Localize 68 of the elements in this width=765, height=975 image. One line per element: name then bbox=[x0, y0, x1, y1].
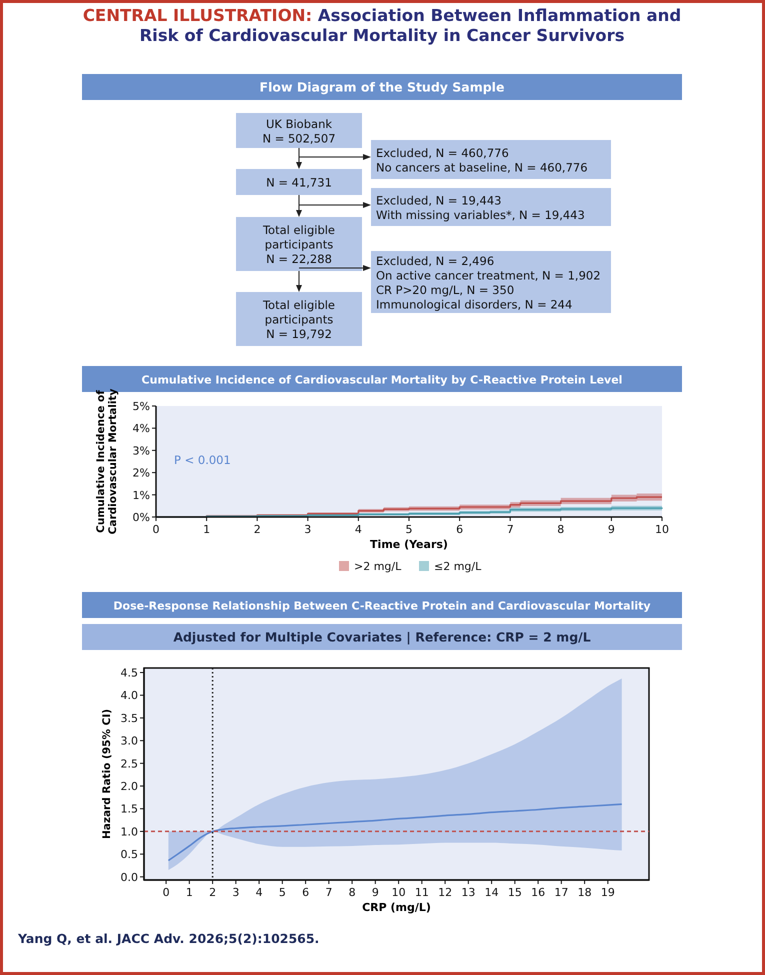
x-tick-label: 1 bbox=[186, 886, 193, 899]
x-tick-label: 2 bbox=[209, 886, 216, 899]
text: N = 41,731 bbox=[266, 176, 332, 190]
x-axis-title: CRP (mg/L) bbox=[362, 901, 431, 914]
text: Total eligible participants N = 22,288 bbox=[262, 223, 336, 266]
legend-label: >2 mg/L bbox=[354, 560, 402, 573]
x-tick-label: 7 bbox=[325, 886, 332, 899]
x-tick-label: 12 bbox=[438, 886, 452, 899]
x-tick-label: 6 bbox=[456, 523, 464, 536]
text: CENTRAL ILLUSTRATION: Association Between Inflammation and Risk of Cardiovascular Mortality in Cancer Survivors bbox=[82, 6, 682, 45]
y-tick-label: 3% bbox=[132, 444, 150, 458]
y-tick-label: 4.0 bbox=[120, 689, 138, 702]
x-tick-label: 4 bbox=[256, 886, 263, 899]
chart-title: Cumulative Incidence of Cardiovascular Mortality by C-Reactive Protein Level bbox=[142, 374, 622, 386]
x-tick-label: 6 bbox=[302, 886, 310, 899]
y-tick-label: 2% bbox=[132, 466, 150, 480]
x-tick-label: 0 bbox=[162, 886, 170, 899]
y-tick-label: 1.5 bbox=[120, 802, 138, 816]
y-tick-label: 3.0 bbox=[120, 734, 138, 748]
y-tick-label: 1% bbox=[132, 488, 150, 502]
text: Flow Diagram of the Study Sample bbox=[260, 80, 504, 94]
x-tick-label: 14 bbox=[484, 886, 499, 899]
y-tick-label: 2.5 bbox=[120, 757, 138, 770]
y-tick-label: 0% bbox=[132, 511, 150, 524]
x-tick-label: 4 bbox=[354, 523, 362, 536]
chart-title: Dose-Response Relationship Between C-Reactive Protein and Cardiovascular Mortality bbox=[113, 600, 651, 612]
x-tick-label: 15 bbox=[508, 886, 522, 899]
x-tick-label: 5 bbox=[278, 886, 286, 899]
text: Excluded, N = 2,496 On active cancer treatment, N = 1,902 CR P>20 mg/L, N = 350 Immunological disorders, N = 244 bbox=[376, 254, 601, 312]
legend-label: ≤2 mg/L bbox=[434, 560, 482, 573]
y-tick-label: 4.5 bbox=[120, 666, 138, 680]
x-tick-label: 7 bbox=[506, 523, 514, 536]
x-tick-label: 3 bbox=[232, 886, 240, 899]
x-tick-label: 8 bbox=[557, 523, 564, 536]
x-tick-label: 13 bbox=[461, 886, 476, 899]
y-tick-label: 4% bbox=[132, 422, 150, 436]
y-tick-label: 0.0 bbox=[120, 870, 138, 884]
x-tick-label: 2 bbox=[254, 523, 261, 536]
x-tick-label: 8 bbox=[348, 886, 356, 899]
text: Total eligible participants N = 19,792 bbox=[262, 298, 336, 341]
x-axis-title: Time (Years) bbox=[370, 538, 448, 551]
x-tick-label: 16 bbox=[531, 886, 546, 899]
text: Yang Q, et al. JACC Adv. 2026;5(2):102565. bbox=[17, 931, 320, 946]
x-tick-label: 1 bbox=[203, 523, 210, 536]
annotation: P < 0.001 bbox=[174, 453, 231, 467]
text: Excluded, N = 19,443 With missing variables*, N = 19,443 bbox=[376, 193, 585, 222]
y-tick-label: 2.0 bbox=[120, 780, 138, 794]
y-tick-label: 0.5 bbox=[120, 848, 138, 862]
x-tick-label: 9 bbox=[372, 886, 379, 899]
y-tick-label: 5% bbox=[132, 400, 150, 413]
x-tick-label: 9 bbox=[608, 523, 615, 536]
x-tick-label: 19 bbox=[600, 886, 615, 899]
x-tick-label: 5 bbox=[406, 523, 412, 536]
x-tick-label: 11 bbox=[414, 886, 429, 899]
y-axis-title: Cumulative Incidence of Cardiovascular Mortality bbox=[95, 388, 119, 534]
y-tick-label: 1.0 bbox=[120, 825, 138, 838]
x-tick-label: 0 bbox=[152, 523, 160, 536]
x-tick-label: 3 bbox=[304, 523, 312, 536]
text: UK Biobank N = 502,507 bbox=[262, 116, 336, 146]
x-tick-label: 18 bbox=[578, 886, 592, 899]
x-tick-label: 10 bbox=[655, 523, 669, 536]
y-tick-label: 3.5 bbox=[120, 712, 138, 725]
x-tick-label: 10 bbox=[392, 886, 406, 899]
text: Excluded, N = 460,776 No cancers at baseline, N = 460,776 bbox=[376, 146, 588, 174]
chart-subtitle: Adjusted for Multiple Covariates | Reference: CRP = 2 mg/L bbox=[173, 630, 591, 644]
y-axis-title: Hazard Ratio (95% CI) bbox=[101, 708, 113, 840]
x-tick-label: 17 bbox=[554, 886, 568, 899]
line-series bbox=[168, 803, 623, 862]
